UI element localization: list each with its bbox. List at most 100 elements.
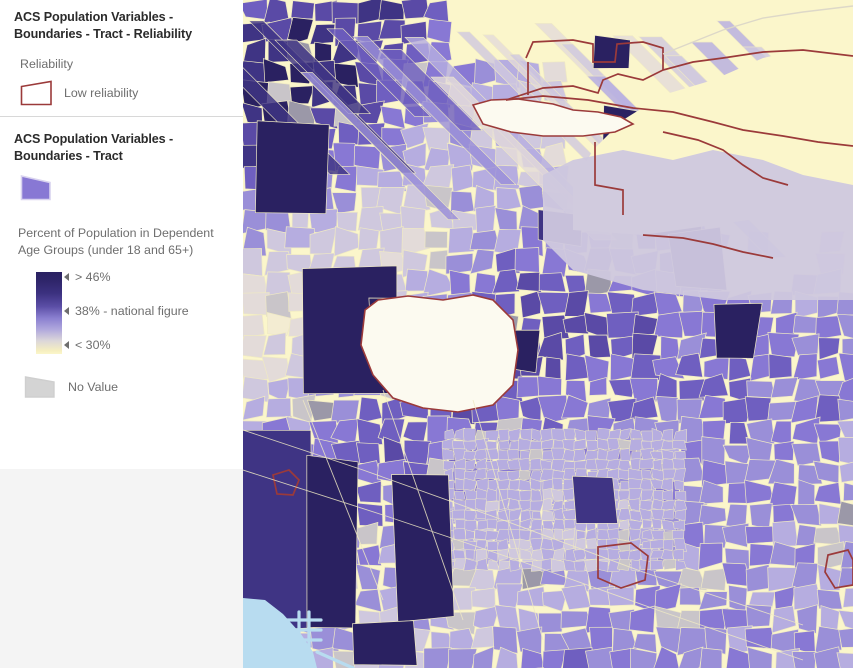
tract-polygon[interactable] bbox=[652, 459, 663, 472]
tract-polygon[interactable] bbox=[587, 334, 612, 359]
tract-polygon[interactable] bbox=[428, 249, 448, 270]
tract-polygon[interactable] bbox=[516, 626, 543, 655]
tract-polygon[interactable] bbox=[515, 271, 542, 292]
tract-polygon[interactable] bbox=[674, 491, 687, 502]
tract-polygon[interactable] bbox=[628, 488, 643, 502]
tract-polygon[interactable] bbox=[661, 478, 674, 492]
tract-polygon[interactable] bbox=[514, 247, 540, 273]
tract-polygon[interactable] bbox=[484, 500, 500, 512]
tract-polygon[interactable] bbox=[673, 549, 684, 560]
tract-polygon[interactable] bbox=[448, 648, 478, 668]
tract-polygon[interactable] bbox=[498, 497, 510, 511]
tract-polygon[interactable] bbox=[518, 538, 531, 552]
tract-polygon[interactable] bbox=[749, 502, 773, 530]
tract-polygon[interactable] bbox=[475, 205, 497, 235]
tract-polygon[interactable] bbox=[838, 352, 853, 382]
tract-polygon[interactable] bbox=[485, 488, 498, 503]
tract-polygon[interactable] bbox=[550, 447, 565, 460]
tract-polygon[interactable] bbox=[820, 605, 840, 634]
tract-polygon[interactable] bbox=[529, 440, 543, 451]
tract-polygon[interactable] bbox=[583, 547, 599, 560]
tract-polygon[interactable] bbox=[675, 352, 704, 378]
legend-item-no-value[interactable]: No Value bbox=[24, 373, 229, 401]
tract-polygon[interactable] bbox=[725, 646, 751, 668]
tract-polygon[interactable] bbox=[484, 509, 498, 521]
tract-polygon[interactable] bbox=[838, 609, 853, 633]
tract-polygon[interactable] bbox=[746, 418, 775, 445]
tract-polygon[interactable] bbox=[518, 470, 531, 482]
map-canvas[interactable] bbox=[243, 0, 853, 668]
tract-polygon[interactable] bbox=[773, 440, 795, 461]
tract-polygon[interactable] bbox=[748, 591, 776, 609]
tract-polygon[interactable] bbox=[243, 248, 263, 277]
tract-polygon[interactable] bbox=[400, 122, 430, 149]
tract-polygon[interactable] bbox=[772, 520, 799, 547]
tract-polygon[interactable] bbox=[424, 230, 448, 249]
tract-polygon[interactable] bbox=[530, 489, 543, 502]
tract-polygon[interactable] bbox=[700, 568, 727, 591]
tract-polygon[interactable] bbox=[243, 376, 270, 403]
tract-polygon[interactable] bbox=[469, 248, 495, 275]
tract-polygon[interactable] bbox=[660, 499, 676, 510]
tract-polygon[interactable] bbox=[628, 528, 641, 542]
tract-polygon[interactable] bbox=[839, 459, 853, 483]
tract-polygon[interactable] bbox=[352, 620, 418, 666]
tract-polygon[interactable] bbox=[285, 17, 314, 47]
tract-polygon[interactable] bbox=[796, 604, 818, 634]
tract-polygon[interactable] bbox=[744, 459, 778, 483]
tract-polygon[interactable] bbox=[378, 0, 405, 21]
tract-polygon[interactable] bbox=[836, 374, 853, 403]
tract-polygon[interactable] bbox=[649, 538, 665, 549]
tract-polygon[interactable] bbox=[532, 511, 542, 520]
tract-polygon[interactable] bbox=[529, 500, 545, 512]
tract-polygon[interactable] bbox=[475, 539, 487, 551]
tract-polygon[interactable] bbox=[530, 519, 543, 532]
tract-polygon[interactable] bbox=[608, 378, 636, 398]
tract-polygon[interactable] bbox=[243, 314, 265, 338]
tract-polygon[interactable] bbox=[263, 332, 287, 356]
tract-polygon[interactable] bbox=[266, 312, 293, 337]
tract-polygon[interactable] bbox=[551, 477, 563, 491]
tract-polygon[interactable] bbox=[537, 375, 562, 397]
tract-polygon[interactable] bbox=[641, 430, 654, 442]
tract-polygon[interactable] bbox=[355, 480, 382, 504]
tract-polygon[interactable] bbox=[498, 428, 510, 441]
tract-polygon[interactable] bbox=[290, 0, 315, 20]
tract-polygon[interactable] bbox=[463, 558, 478, 572]
tract-polygon[interactable] bbox=[791, 442, 822, 467]
tract-polygon[interactable] bbox=[585, 430, 597, 443]
tract-polygon[interactable] bbox=[426, 18, 453, 45]
tract-polygon[interactable] bbox=[837, 567, 853, 588]
tract-polygon[interactable] bbox=[699, 647, 723, 668]
tract-polygon[interactable] bbox=[674, 499, 688, 512]
tract-polygon[interactable] bbox=[673, 537, 687, 553]
tract-polygon[interactable] bbox=[650, 439, 665, 452]
tract-polygon[interactable] bbox=[768, 353, 793, 379]
tract-polygon[interactable] bbox=[463, 440, 478, 452]
tract-polygon[interactable] bbox=[454, 491, 466, 501]
tract-polygon[interactable] bbox=[672, 440, 687, 451]
tract-polygon[interactable] bbox=[838, 627, 853, 648]
tract-polygon[interactable] bbox=[357, 227, 380, 251]
tract-polygon[interactable] bbox=[744, 525, 777, 545]
tract-polygon[interactable] bbox=[815, 315, 843, 340]
tract-polygon[interactable] bbox=[542, 61, 568, 84]
tract-polygon[interactable] bbox=[391, 474, 455, 623]
tract-polygon[interactable] bbox=[518, 458, 530, 472]
tract-polygon[interactable] bbox=[453, 558, 468, 571]
tract-polygon[interactable] bbox=[771, 605, 797, 634]
tract-polygon[interactable] bbox=[583, 312, 610, 340]
tract-polygon[interactable] bbox=[289, 85, 316, 105]
tract-polygon[interactable] bbox=[816, 589, 843, 610]
tract-polygon[interactable] bbox=[475, 558, 489, 571]
tract-polygon[interactable] bbox=[676, 567, 708, 591]
tract-polygon[interactable] bbox=[609, 647, 635, 668]
tract-polygon[interactable] bbox=[540, 510, 555, 521]
tract-polygon[interactable] bbox=[404, 268, 428, 292]
tract-polygon[interactable] bbox=[496, 187, 522, 212]
tract-polygon[interactable] bbox=[463, 477, 478, 493]
tract-polygon[interactable] bbox=[573, 438, 587, 450]
tract-polygon[interactable] bbox=[653, 310, 684, 339]
tract-polygon[interactable] bbox=[447, 226, 475, 254]
tract-polygon[interactable] bbox=[792, 353, 818, 381]
